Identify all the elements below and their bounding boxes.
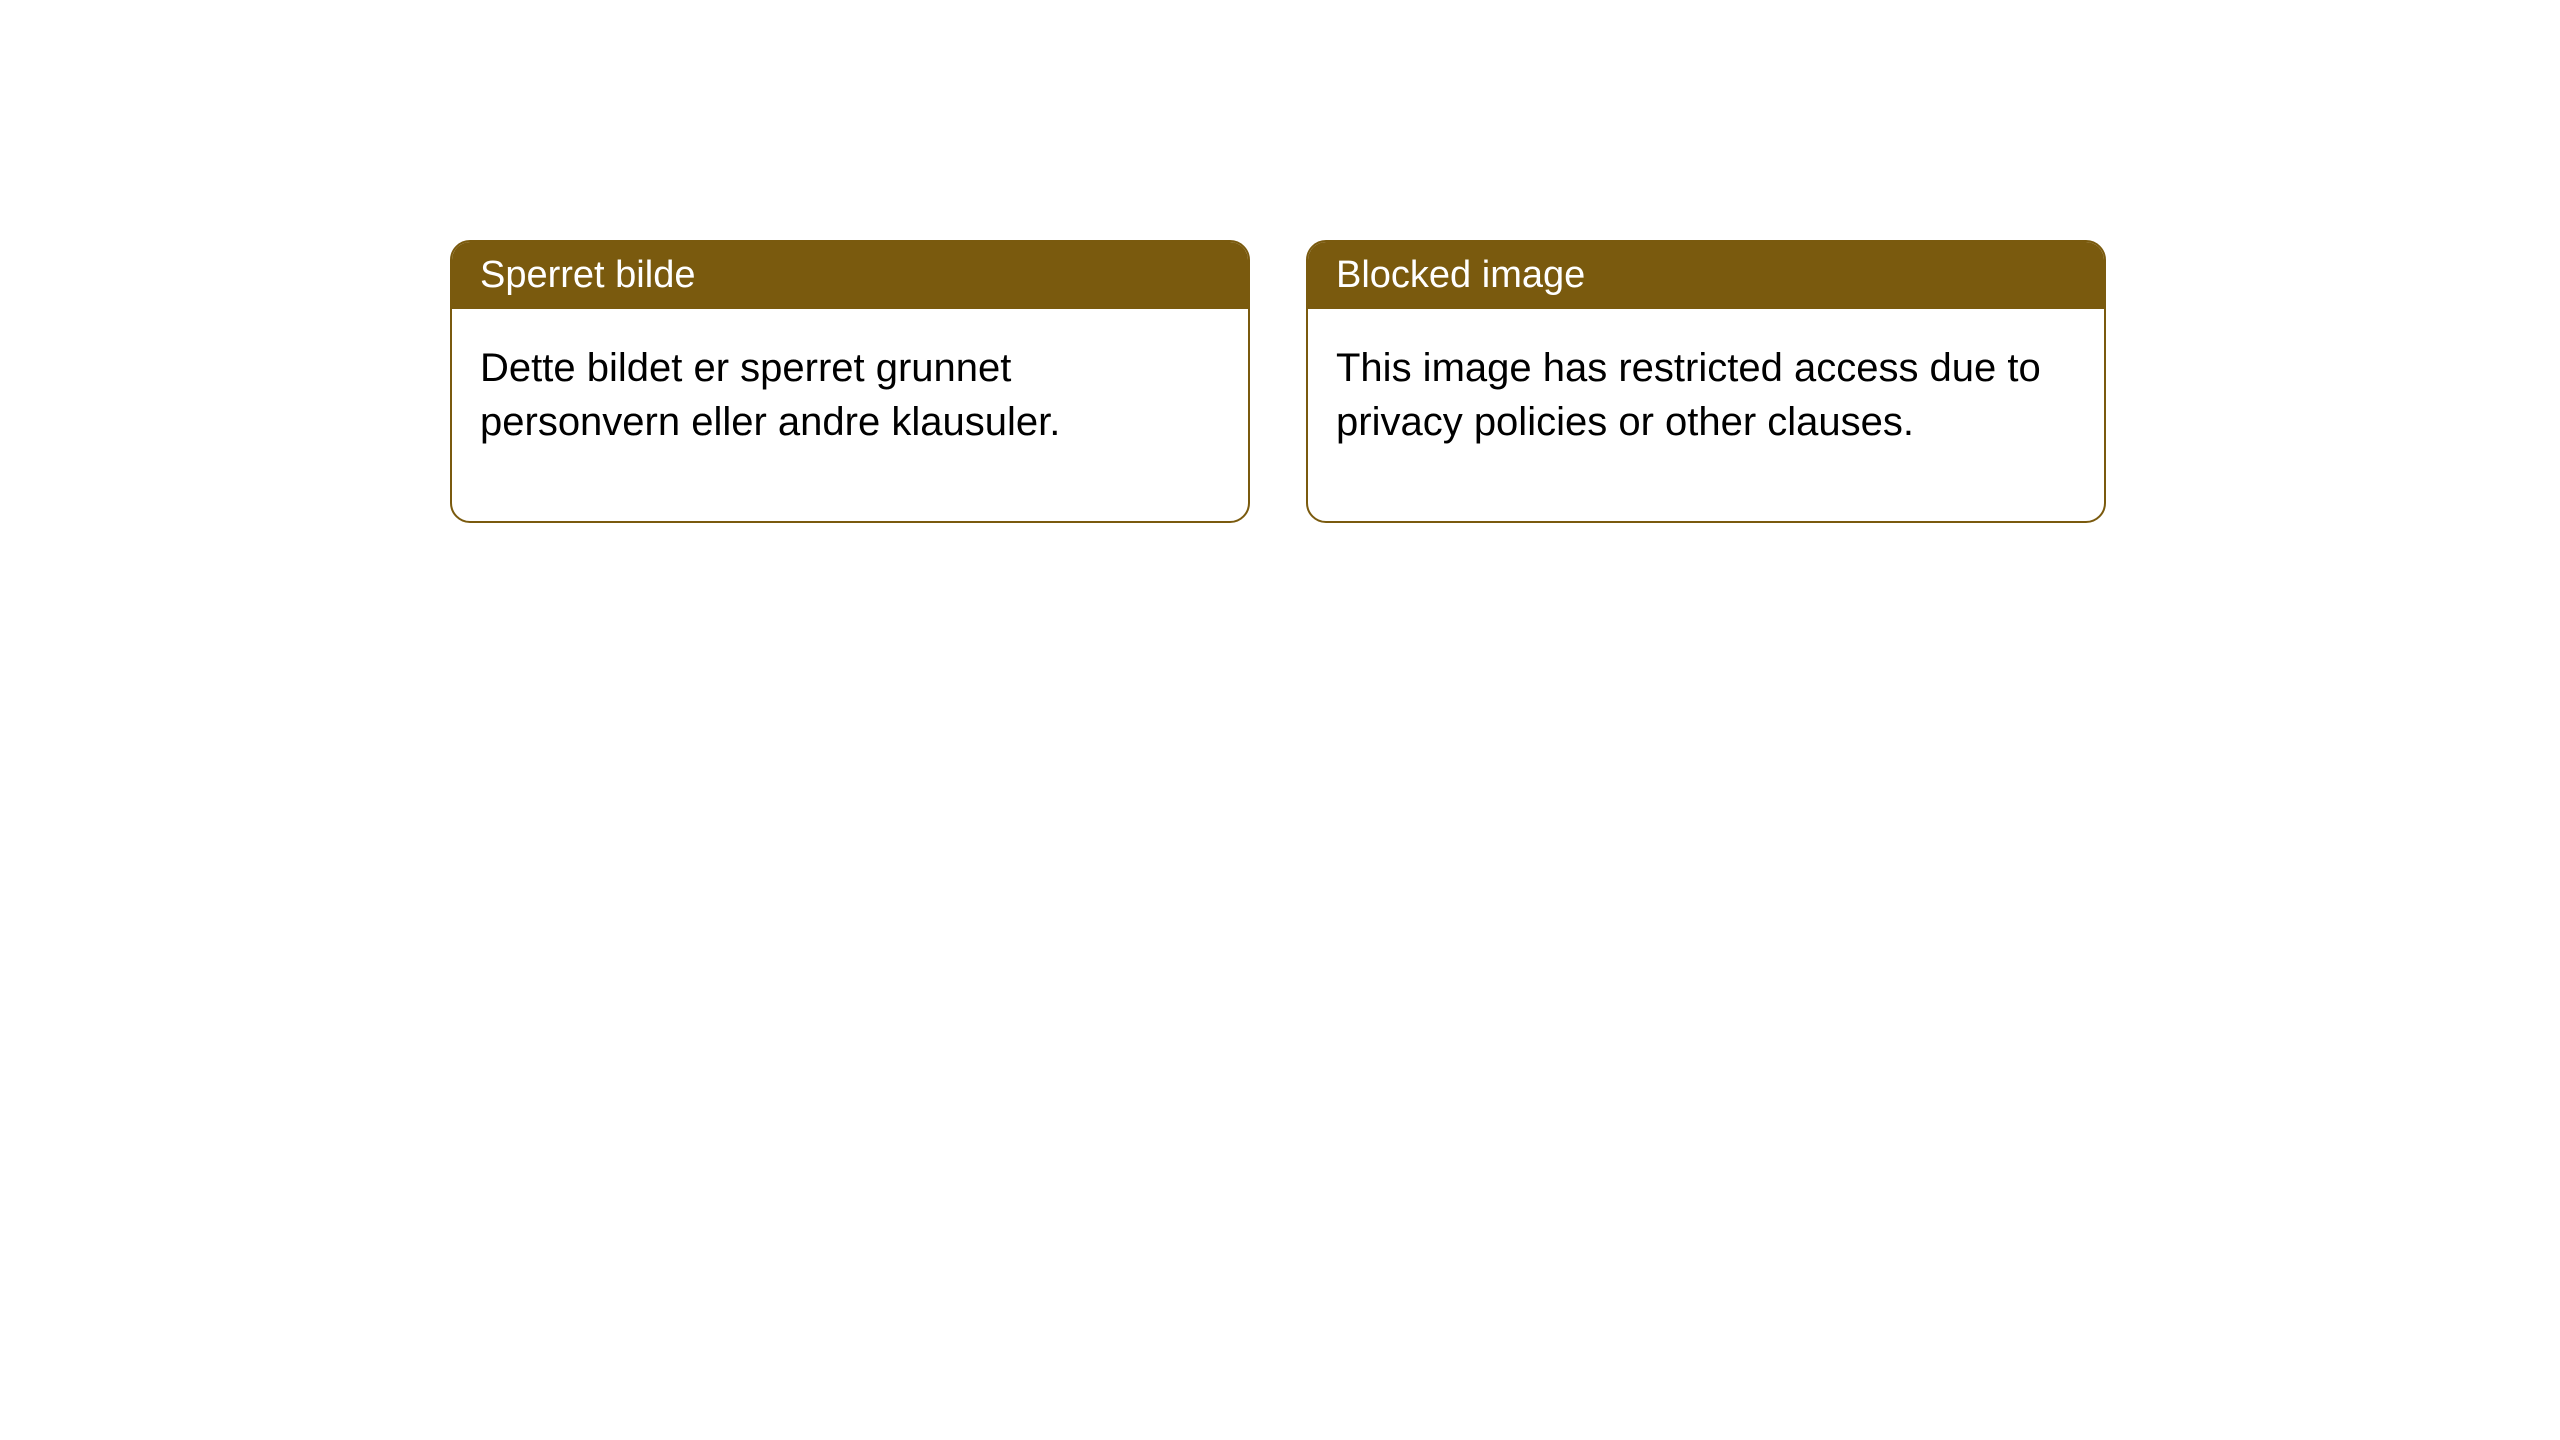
card-header: Blocked image [1308, 242, 2104, 309]
notice-card-english: Blocked image This image has restricted … [1306, 240, 2106, 523]
card-title: Sperret bilde [480, 254, 695, 296]
card-message: Dette bildet er sperret grunnet personve… [480, 346, 1060, 444]
notice-card-norwegian: Sperret bilde Dette bildet er sperret gr… [450, 240, 1250, 523]
card-title: Blocked image [1336, 254, 1585, 296]
card-body: This image has restricted access due to … [1308, 309, 2104, 521]
notice-container: Sperret bilde Dette bildet er sperret gr… [450, 240, 2106, 523]
card-header: Sperret bilde [452, 242, 1248, 309]
card-message: This image has restricted access due to … [1336, 346, 2041, 444]
card-body: Dette bildet er sperret grunnet personve… [452, 309, 1248, 521]
